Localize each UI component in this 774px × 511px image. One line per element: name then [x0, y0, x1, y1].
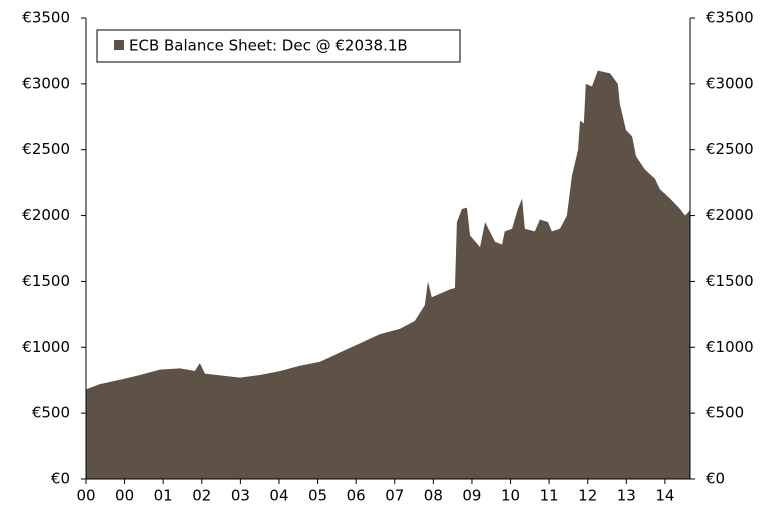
x-tick-label: 06	[347, 487, 366, 505]
x-tick-label: 11	[540, 487, 559, 505]
x-tick-label: 01	[154, 487, 173, 505]
y2-tick-label: €2000	[706, 206, 754, 224]
y-tick-label: €2500	[22, 140, 70, 158]
x-tick-label: 09	[462, 487, 481, 505]
y-tick-label: €3500	[22, 9, 70, 27]
y2-tick-label: €3500	[706, 9, 754, 27]
y-tick-label: €500	[32, 404, 70, 422]
x-tick-label: 10	[501, 487, 520, 505]
y2-tick-label: €1500	[706, 272, 754, 290]
x-tick-label: 04	[269, 487, 288, 505]
y2-tick-label: €3000	[706, 74, 754, 92]
y2-tick-label: €0	[706, 470, 725, 488]
y-tick-label: €1500	[22, 272, 70, 290]
area	[86, 70, 690, 479]
legend-swatch	[114, 40, 124, 50]
y-tick-label: €3000	[22, 74, 70, 92]
x-tick-label: 02	[192, 487, 211, 505]
y2-tick-label: €1000	[706, 338, 754, 356]
x-tick-label: 00	[76, 487, 95, 505]
y-tick-label: €2000	[22, 206, 70, 224]
y2-tick-label: €500	[706, 404, 744, 422]
x-tick-label: 12	[578, 487, 597, 505]
y2-tick-label: €2500	[706, 140, 754, 158]
x-tick-label: 03	[231, 487, 250, 505]
y-tick-label: €1000	[22, 338, 70, 356]
x-tick-label: 08	[424, 487, 443, 505]
x-tick-label: 05	[308, 487, 327, 505]
x-tick-label: 14	[655, 487, 674, 505]
x-tick-label: 07	[385, 487, 404, 505]
x-tick-label: 13	[617, 487, 636, 505]
legend-label: ECB Balance Sheet: Dec @ €2038.1B	[129, 37, 408, 55]
y-tick-label: €0	[51, 470, 70, 488]
x-tick-label: 00	[115, 487, 134, 505]
legend-box	[96, 29, 461, 63]
